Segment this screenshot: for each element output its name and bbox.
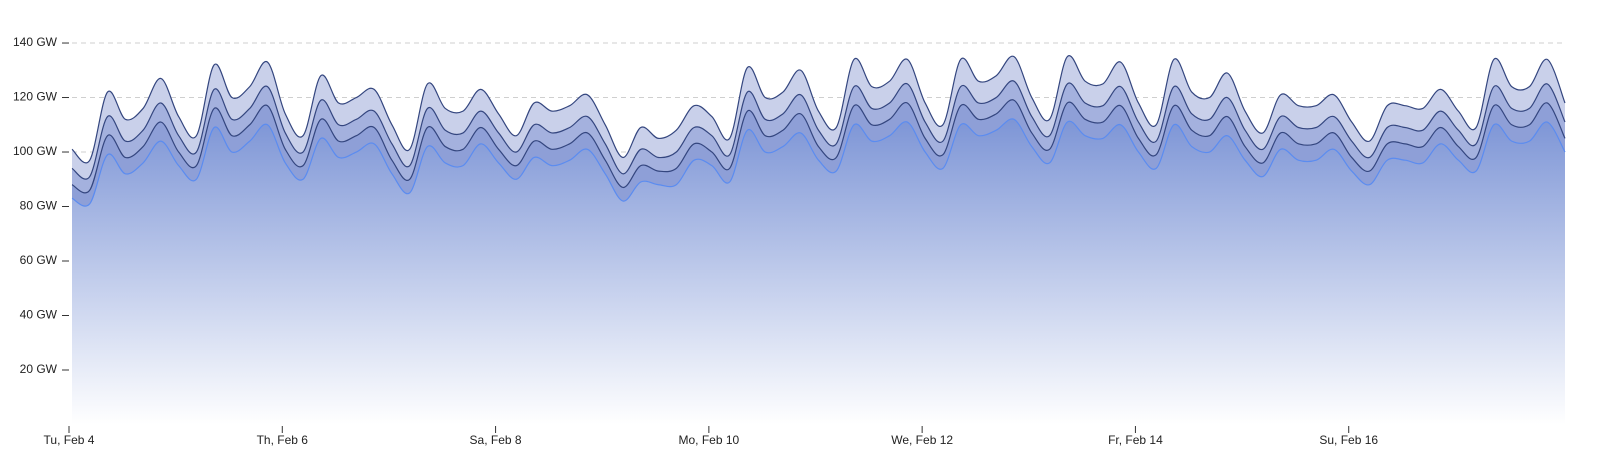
x-tick-label: Sa, Feb 8: [470, 433, 522, 447]
x-tick-label: Th, Feb 6: [257, 433, 309, 447]
y-tick-label: 120 GW: [13, 90, 58, 104]
y-tick-label: 40 GW: [20, 308, 58, 322]
area-line: [71, 99, 1566, 194]
area-band: [72, 55, 1565, 180]
x-tick-label: Su, Feb 16: [1319, 433, 1378, 447]
y-tick-label: 140 GW: [13, 35, 58, 49]
area-line: [71, 55, 1566, 164]
x-tick-label: Fr, Feb 14: [1108, 433, 1163, 447]
x-tick-label: Mo, Feb 10: [679, 433, 740, 447]
y-tick-label: 80 GW: [20, 199, 58, 213]
area-band: [72, 118, 1565, 425]
area-band: [72, 99, 1565, 207]
x-tick-label: Tu, Feb 4: [44, 433, 95, 447]
y-tick-label: 20 GW: [20, 362, 58, 376]
area-band: [72, 80, 1565, 193]
y-tick-label: 60 GW: [20, 253, 58, 267]
y-tick-label: 100 GW: [13, 144, 58, 158]
x-tick-label: We, Feb 12: [891, 433, 953, 447]
area-line: [71, 80, 1566, 180]
area-line: [71, 118, 1566, 207]
